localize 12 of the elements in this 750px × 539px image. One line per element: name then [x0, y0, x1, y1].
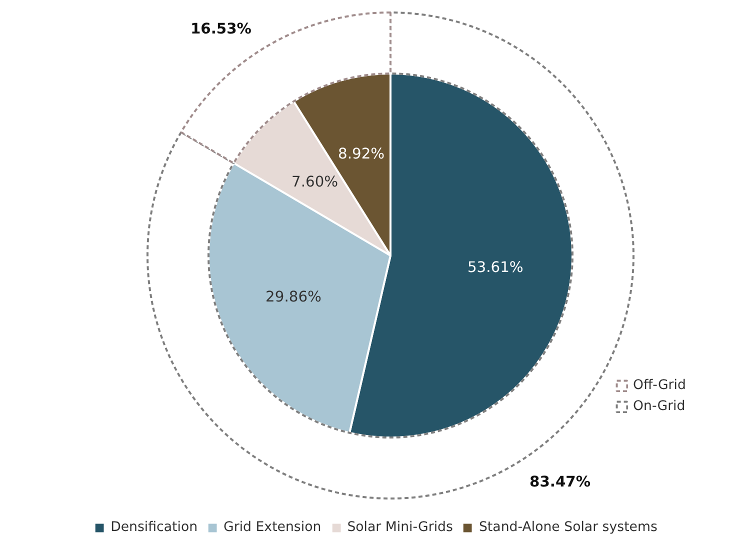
data-label: 83.47%: [530, 474, 591, 491]
legend-label: Densification: [110, 520, 198, 535]
legend-label: Grid Extension: [224, 520, 322, 535]
legend-label: Off-Grid: [633, 378, 686, 393]
data-label: 8.92%: [338, 146, 385, 163]
data-label: 29.86%: [266, 288, 322, 306]
data-label: 7.60%: [292, 173, 338, 190]
legend-label: Solar Mini-Grids: [347, 520, 453, 535]
legend-label: On-Grid: [633, 399, 686, 414]
data-label: 53.61%: [467, 258, 524, 276]
legend-label: Stand-Alone Solar systems: [478, 520, 658, 535]
data-label: 16.53%: [190, 20, 252, 38]
